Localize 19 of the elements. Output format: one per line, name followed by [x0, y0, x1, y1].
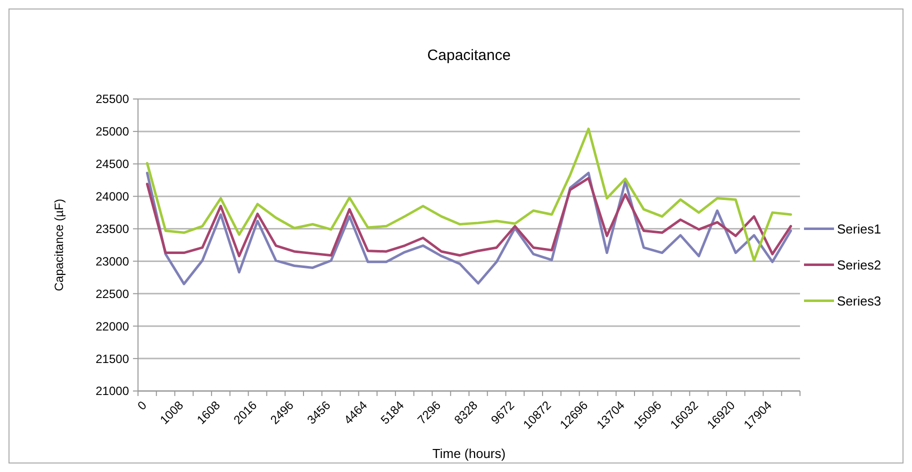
- x-tick-label: 0: [134, 398, 150, 413]
- legend-label: Series1: [837, 221, 882, 236]
- y-tick-label: 23500: [96, 222, 130, 236]
- line-series: [146, 128, 792, 262]
- y-tick-label: 24000: [96, 190, 130, 204]
- y-tick-label: 25500: [96, 92, 130, 106]
- y-tick-label: 21500: [96, 352, 130, 366]
- y-tick-label: 24500: [96, 157, 130, 172]
- y-tick-label: 23000: [96, 254, 130, 268]
- y-axis-title: Capacitance (µF): [52, 198, 66, 292]
- line-series: [146, 176, 792, 258]
- x-axis-title: Time (hours): [432, 446, 506, 461]
- legend-label: Series3: [837, 293, 882, 308]
- y-tick-label: 22000: [96, 319, 130, 334]
- y-tick-label: 22500: [96, 286, 130, 301]
- legend-label: Series2: [837, 257, 882, 272]
- y-tick-label: 21000: [96, 384, 130, 398]
- chart-title: Capacitance: [427, 47, 511, 64]
- y-tick-label: 25000: [96, 124, 130, 139]
